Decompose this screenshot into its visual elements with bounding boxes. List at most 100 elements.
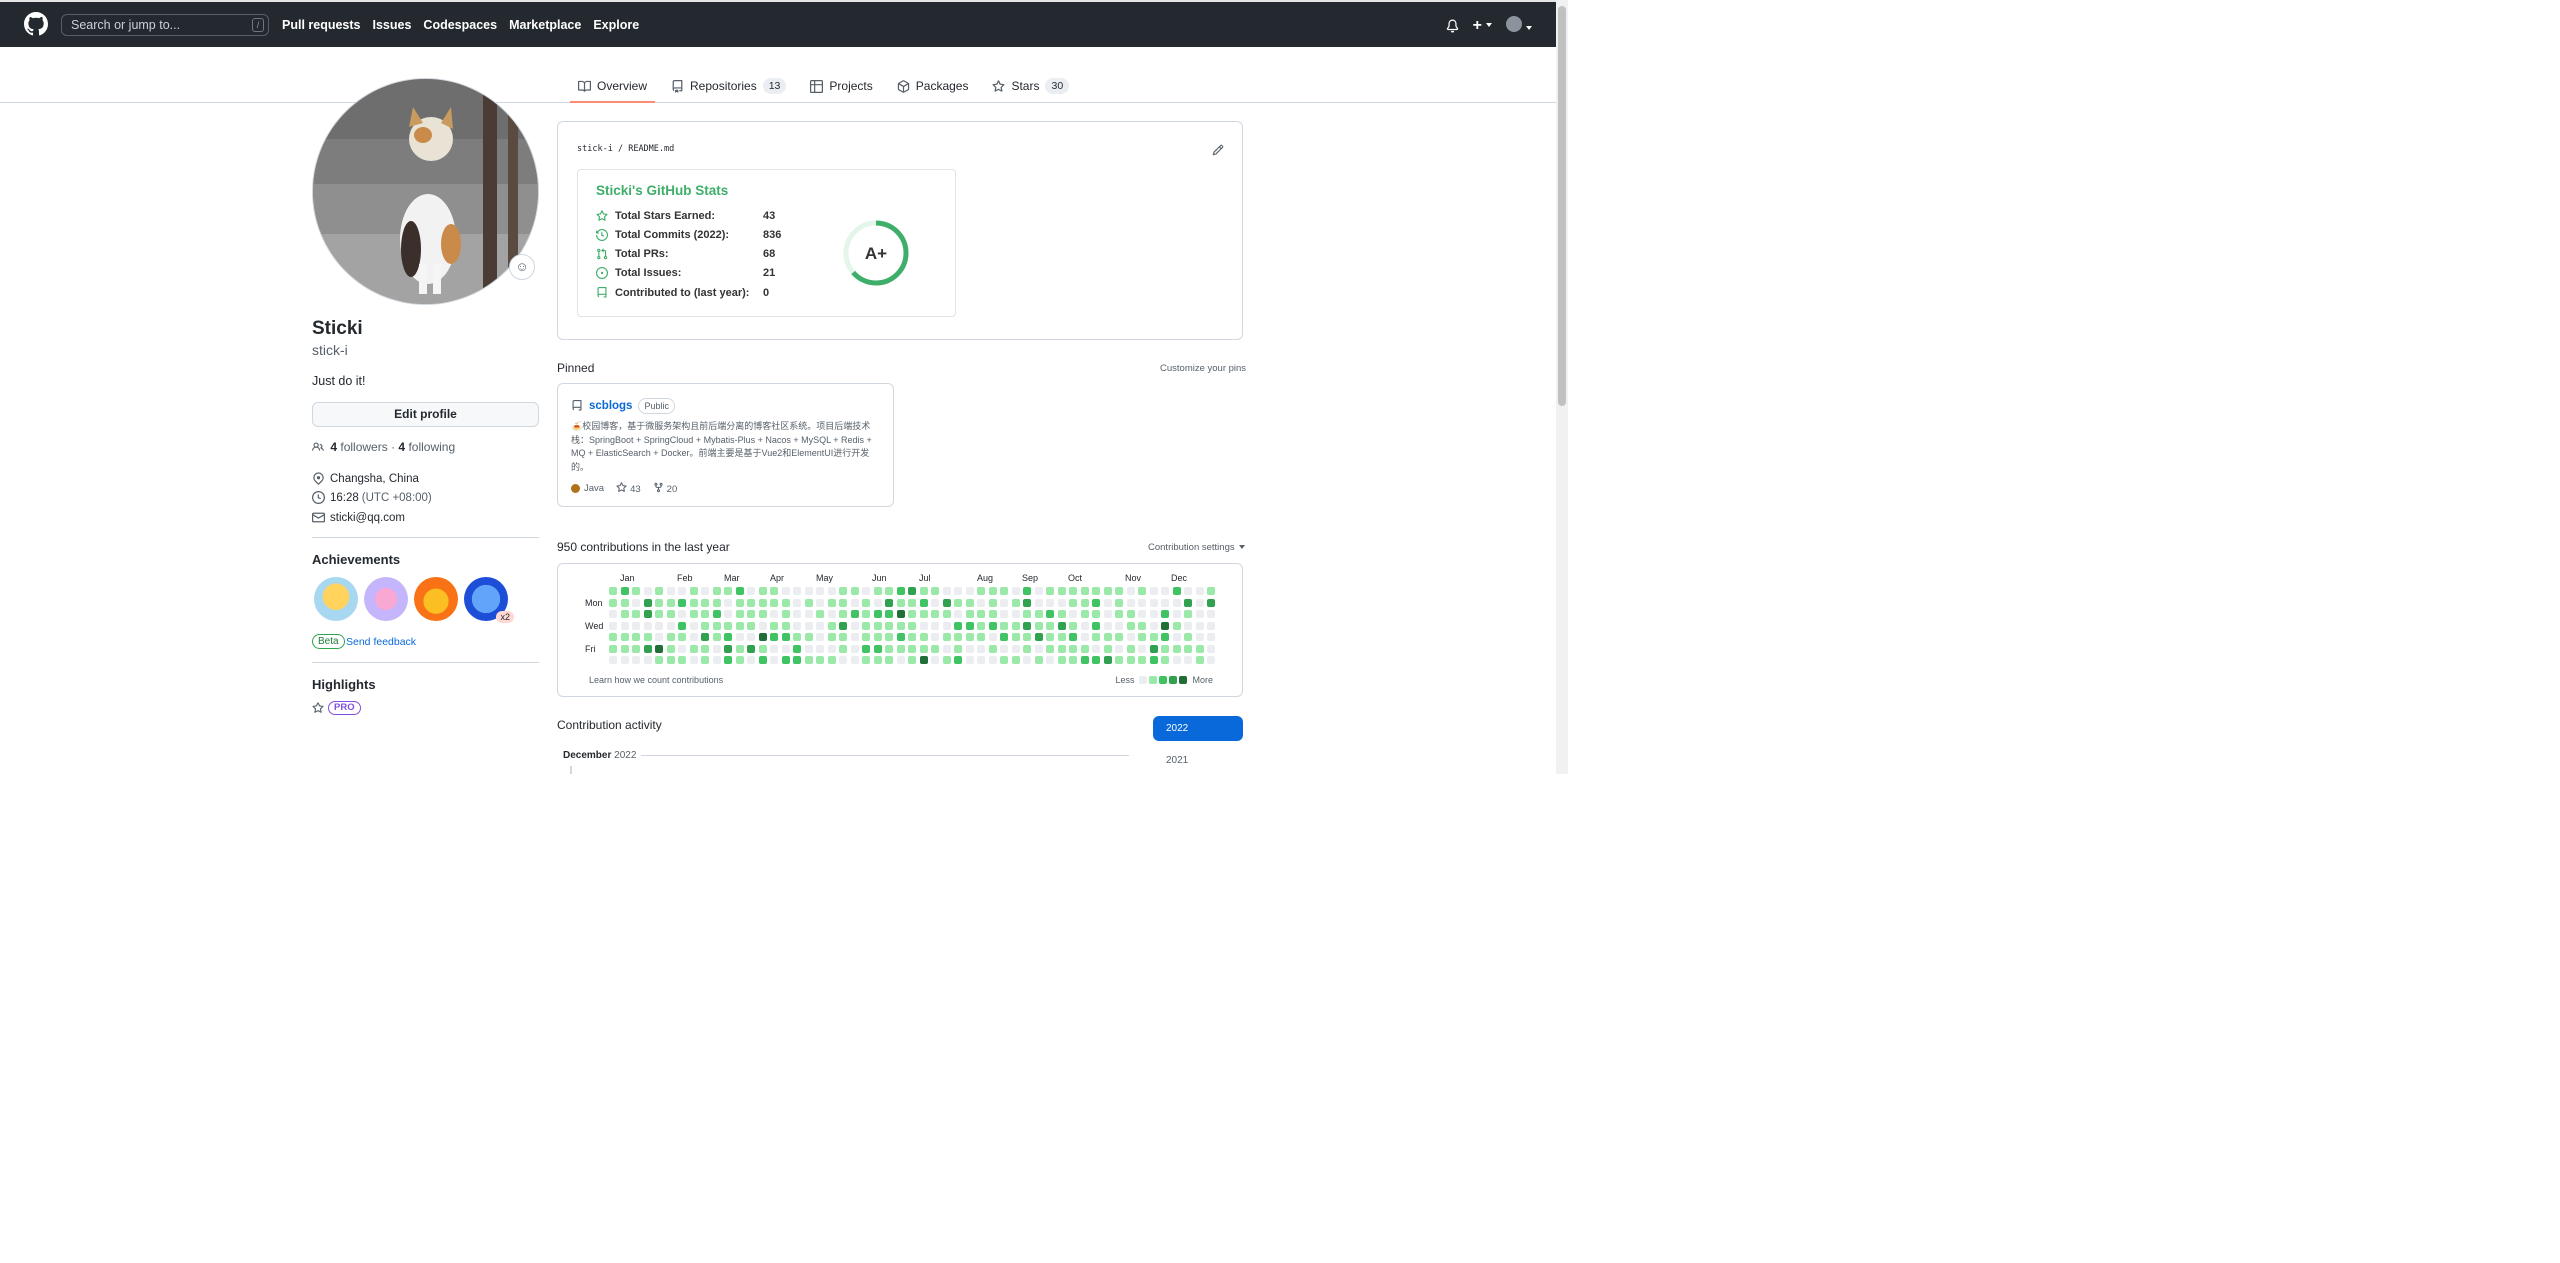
contribution-day-cell[interactable] (620, 598, 629, 607)
contribution-day-cell[interactable] (804, 633, 813, 641)
contribution-day-cell[interactable] (1161, 656, 1169, 664)
user-menu-button[interactable] (1506, 16, 1532, 35)
contribution-day-cell[interactable] (1184, 644, 1192, 653)
contribution-day-cell[interactable] (666, 633, 675, 641)
contribution-day-cell[interactable] (1080, 633, 1089, 641)
contribution-day-cell[interactable] (873, 587, 882, 595)
contribution-day-cell[interactable] (942, 656, 951, 664)
contribution-day-cell[interactable] (816, 610, 824, 618)
contribution-day-cell[interactable] (1080, 656, 1089, 664)
contribution-day-cell[interactable] (1057, 633, 1066, 641)
contribution-day-cell[interactable] (1207, 621, 1215, 630)
contribution-day-cell[interactable] (632, 610, 640, 618)
contribution-day-cell[interactable] (1195, 644, 1204, 653)
contribution-day-cell[interactable] (793, 610, 801, 618)
contribution-day-cell[interactable] (620, 587, 629, 595)
contribution-day-cell[interactable] (1046, 598, 1054, 607)
contribution-day-cell[interactable] (931, 633, 939, 641)
contribution-day-cell[interactable] (770, 610, 778, 618)
contribution-day-cell[interactable] (1172, 644, 1181, 653)
contribution-day-cell[interactable] (1023, 621, 1031, 630)
contribution-day-cell[interactable] (758, 621, 767, 630)
tab-packages[interactable]: Packages (889, 70, 977, 102)
contribution-day-cell[interactable] (1126, 644, 1135, 653)
contribution-day-cell[interactable] (609, 644, 617, 653)
contribution-day-cell[interactable] (1034, 621, 1043, 630)
contribution-day-cell[interactable] (908, 587, 916, 595)
contribution-day-cell[interactable] (1161, 644, 1169, 653)
nav-pull-requests[interactable]: Pull requests (282, 18, 361, 32)
contribution-day-cell[interactable] (689, 656, 698, 664)
contribution-day-cell[interactable] (1023, 610, 1031, 618)
contribution-day-cell[interactable] (919, 587, 928, 595)
contribution-day-cell[interactable] (1069, 633, 1077, 641)
contribution-day-cell[interactable] (689, 621, 698, 630)
contribution-day-cell[interactable] (1172, 656, 1181, 664)
stargazers-link[interactable]: 43 (616, 482, 641, 495)
contribution-day-cell[interactable] (1115, 610, 1123, 618)
contribution-day-cell[interactable] (816, 633, 824, 641)
contribution-day-cell[interactable] (977, 598, 985, 607)
contribution-day-cell[interactable] (747, 610, 755, 618)
contribution-day-cell[interactable] (1138, 621, 1146, 630)
nav-explore[interactable]: Explore (593, 18, 640, 32)
contribution-day-cell[interactable] (1034, 656, 1043, 664)
contribution-day-cell[interactable] (758, 644, 767, 653)
contribution-day-cell[interactable] (678, 587, 686, 595)
contribution-day-cell[interactable] (1092, 621, 1100, 630)
edit-profile-button[interactable]: Edit profile (312, 402, 539, 427)
contribution-day-cell[interactable] (919, 610, 928, 618)
contribution-day-cell[interactable] (942, 598, 951, 607)
contribution-day-cell[interactable] (632, 587, 640, 595)
contribution-day-cell[interactable] (689, 610, 698, 618)
contribution-day-cell[interactable] (862, 598, 870, 607)
contribution-day-cell[interactable] (919, 598, 928, 607)
contribution-day-cell[interactable] (977, 633, 985, 641)
contribution-day-cell[interactable] (1207, 587, 1215, 595)
contribution-day-cell[interactable] (862, 610, 870, 618)
contribution-day-cell[interactable] (1023, 633, 1031, 641)
contribution-day-cell[interactable] (724, 598, 732, 607)
contribution-day-cell[interactable] (1126, 656, 1135, 664)
contribution-day-cell[interactable] (1149, 587, 1158, 595)
contribution-day-cell[interactable] (1011, 598, 1020, 607)
contribution-day-cell[interactable] (942, 644, 951, 653)
following-link[interactable]: 4 following (398, 440, 455, 454)
nav-codespaces[interactable]: Codespaces (423, 18, 498, 32)
contribution-day-cell[interactable] (1207, 610, 1215, 618)
contribution-day-cell[interactable] (804, 610, 813, 618)
contribution-day-cell[interactable] (942, 587, 951, 595)
contribution-day-cell[interactable] (839, 656, 847, 664)
contribution-day-cell[interactable] (770, 587, 778, 595)
contribution-day-cell[interactable] (965, 633, 974, 641)
contribution-day-cell[interactable] (666, 644, 675, 653)
contribution-day-cell[interactable] (850, 621, 859, 630)
contribution-day-cell[interactable] (735, 610, 744, 618)
contribution-day-cell[interactable] (1080, 598, 1089, 607)
contribution-day-cell[interactable] (1184, 621, 1192, 630)
contribution-day-cell[interactable] (1172, 610, 1181, 618)
contribution-day-cell[interactable] (1011, 644, 1020, 653)
contribution-day-cell[interactable] (954, 598, 962, 607)
contribution-day-cell[interactable] (655, 633, 663, 641)
contribution-day-cell[interactable] (1149, 644, 1158, 653)
contribution-day-cell[interactable] (1057, 621, 1066, 630)
contribution-day-cell[interactable] (988, 656, 997, 664)
contribution-day-cell[interactable] (977, 656, 985, 664)
contribution-day-cell[interactable] (1184, 598, 1192, 607)
contribution-day-cell[interactable] (655, 610, 663, 618)
contribution-day-cell[interactable] (1195, 621, 1204, 630)
learn-contributions-link[interactable]: Learn how we count contributions (589, 675, 724, 685)
contribution-day-cell[interactable] (839, 621, 847, 630)
contribution-day-cell[interactable] (793, 633, 801, 641)
contribution-day-cell[interactable] (678, 644, 686, 653)
contribution-day-cell[interactable] (850, 656, 859, 664)
contribution-day-cell[interactable] (862, 656, 870, 664)
contribution-day-cell[interactable] (931, 644, 939, 653)
contribution-day-cell[interactable] (1057, 656, 1066, 664)
contribution-day-cell[interactable] (1103, 587, 1112, 595)
contribution-day-cell[interactable] (839, 598, 847, 607)
contribution-day-cell[interactable] (666, 587, 675, 595)
contribution-day-cell[interactable] (643, 656, 652, 664)
contribution-day-cell[interactable] (689, 598, 698, 607)
